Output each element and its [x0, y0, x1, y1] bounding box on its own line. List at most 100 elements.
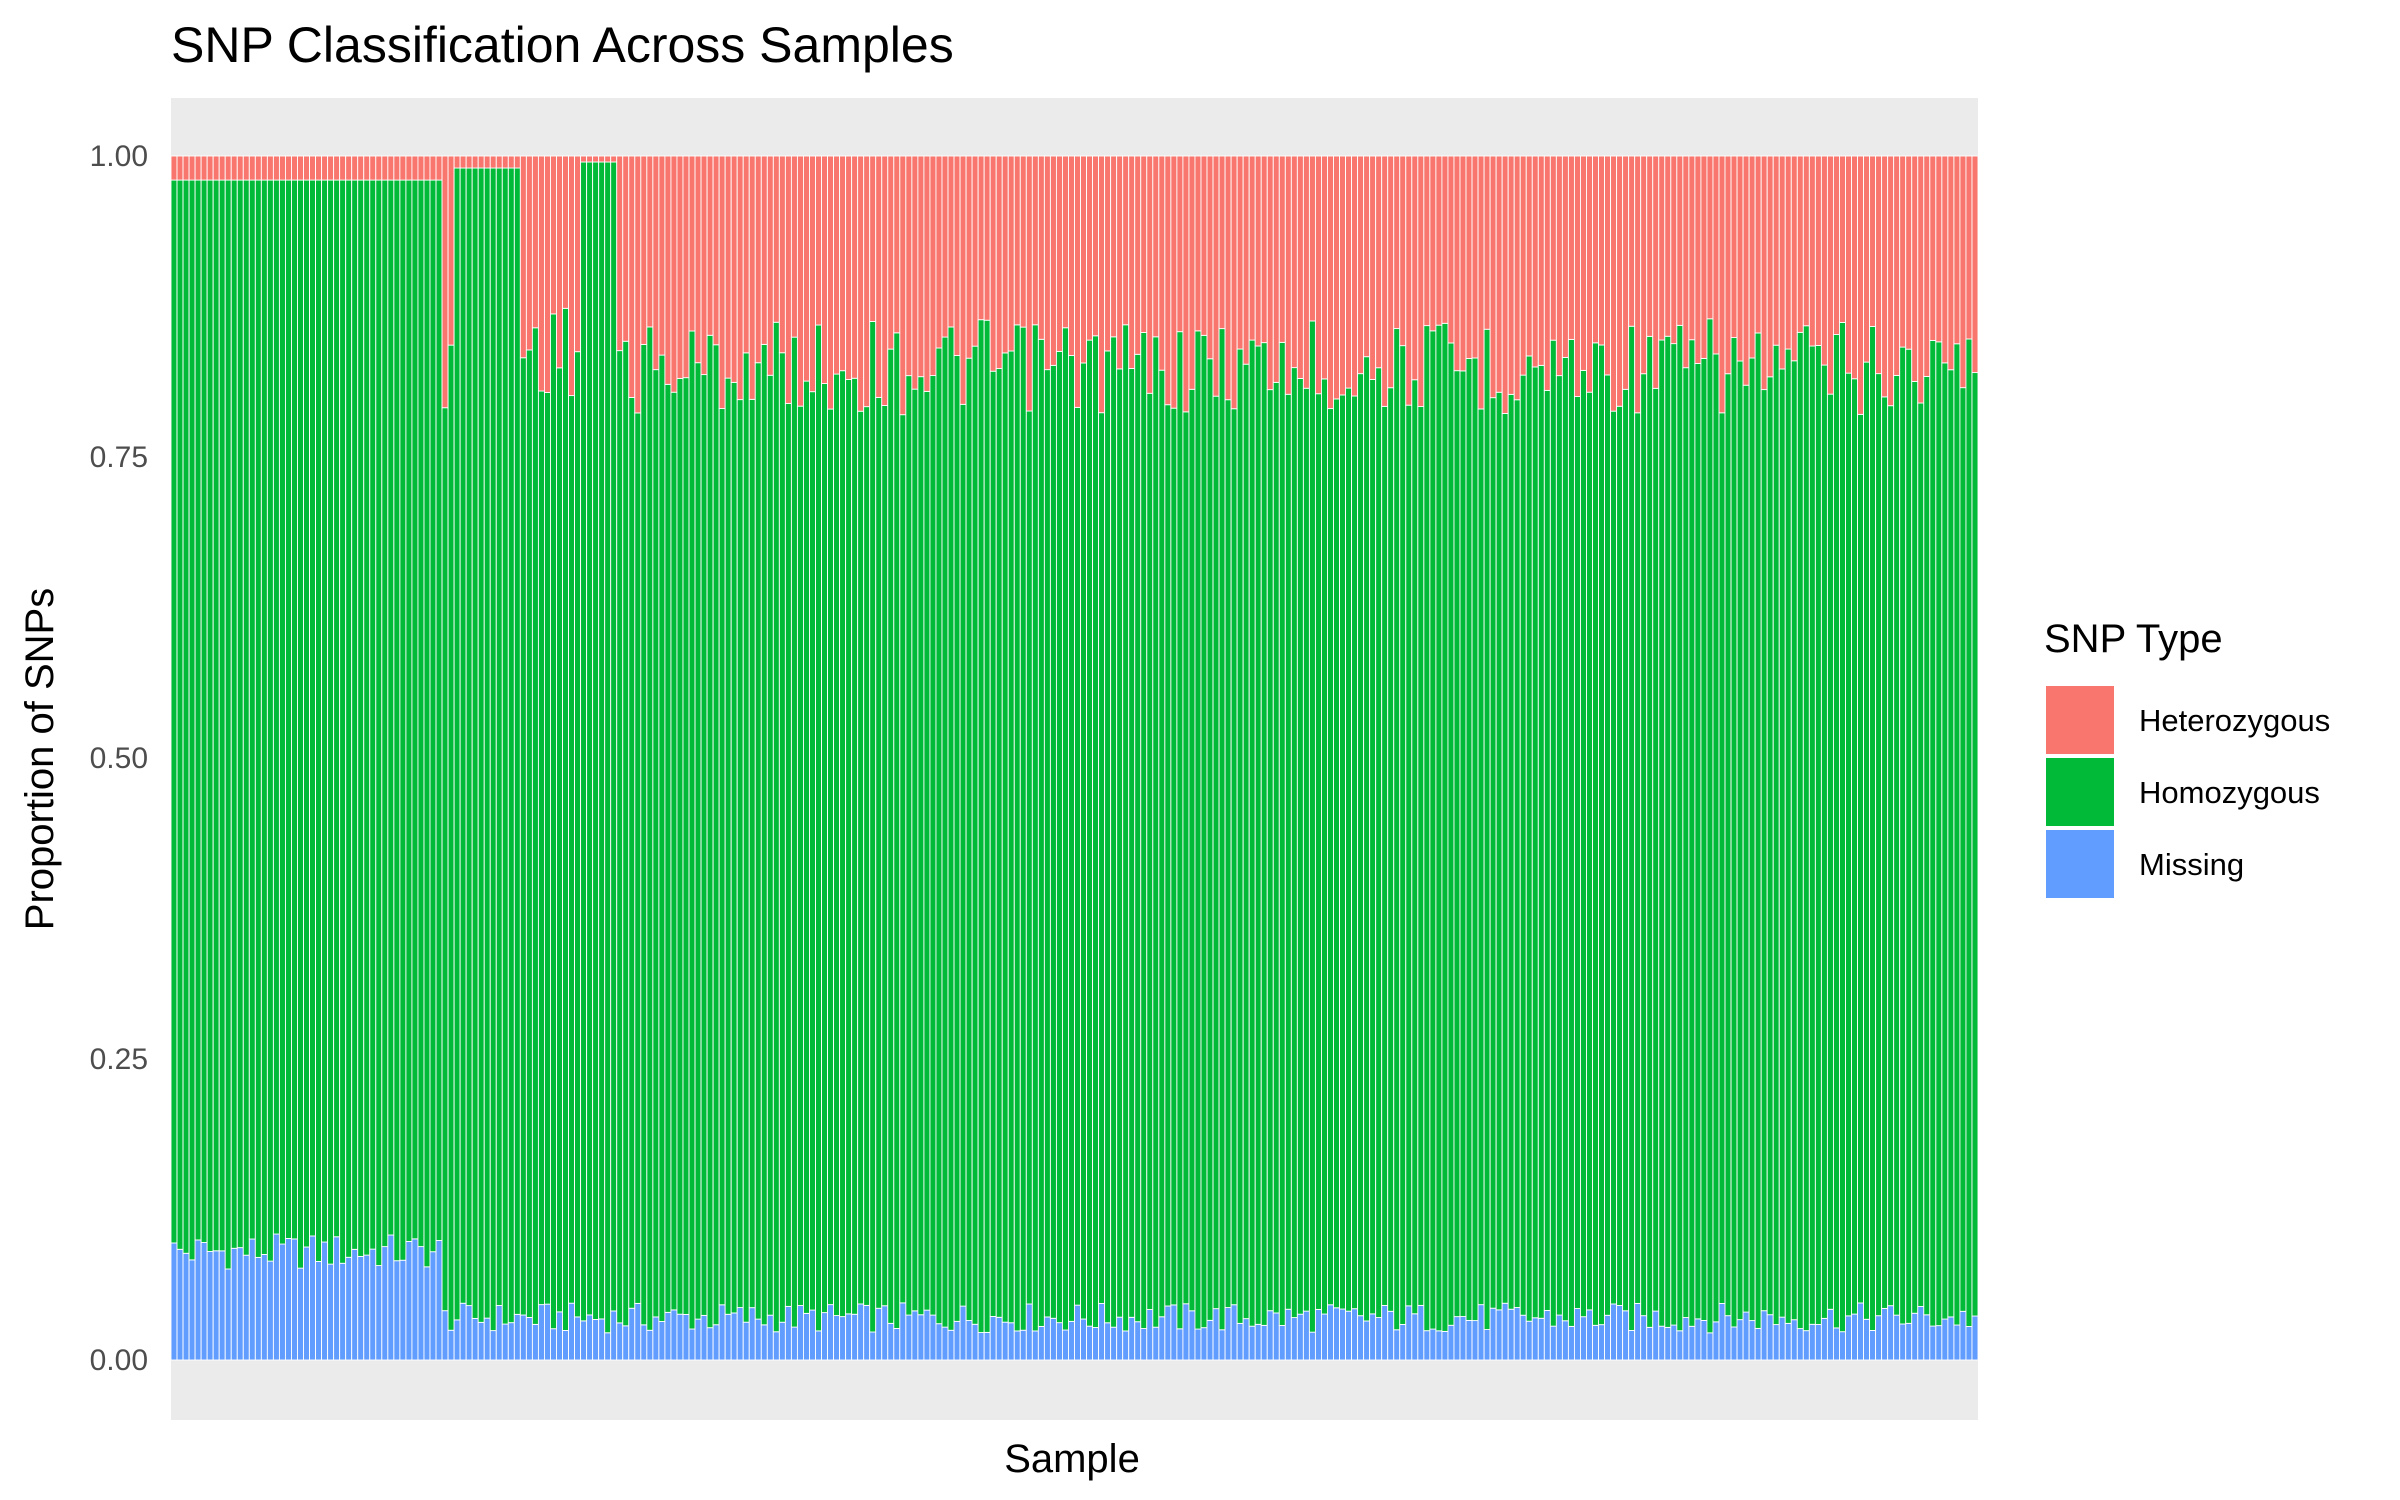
bar-segment-homozygous: [736, 399, 744, 1309]
bar-segment-missing: [971, 1323, 979, 1361]
bar-segment-homozygous: [1248, 339, 1256, 1327]
bar-segment-homozygous: [640, 343, 648, 1326]
bar-segment-homozygous: [1664, 335, 1672, 1328]
bar-segment-homozygous: [381, 179, 389, 1248]
bar-segment-heterozygous: [863, 155, 871, 408]
bar-segment-homozygous: [1604, 374, 1612, 1316]
bar-segment-heterozygous: [1802, 155, 1810, 327]
legend-label-heterozygous: Heterozygous: [2139, 703, 2330, 738]
bar-segment-homozygous: [983, 319, 991, 1333]
bar-segment-missing: [1754, 1327, 1762, 1361]
x-axis-title: Sample: [1004, 1437, 1140, 1481]
bar-segment-homozygous: [501, 167, 509, 1325]
bar-segment-homozygous: [1013, 324, 1021, 1332]
bar-segment-heterozygous: [1007, 155, 1015, 352]
bar-segment-homozygous: [754, 362, 762, 1320]
bar-segment-homozygous: [1832, 334, 1840, 1329]
bar-segment-missing: [1411, 1313, 1419, 1361]
bar-segment-heterozygous: [1194, 155, 1202, 332]
bar-segment-heterozygous: [1152, 155, 1160, 338]
bar-segment-homozygous: [1531, 366, 1539, 1319]
legend-swatch-homozygous: [2046, 758, 2114, 826]
bar-segment-homozygous: [875, 396, 883, 1309]
bar-segment-heterozygous: [1495, 155, 1503, 393]
bar-segment-missing: [1483, 1329, 1491, 1361]
bar-segment-heterozygous: [1019, 155, 1027, 328]
bar-segment-heterozygous: [1501, 155, 1509, 414]
bar-segment-homozygous: [1778, 368, 1786, 1318]
bar-segment-heterozygous: [1869, 155, 1877, 327]
bar-segment-homozygous: [260, 179, 268, 1255]
bar-segment-heterozygous: [405, 155, 413, 181]
bar-segment-heterozygous: [1411, 155, 1419, 381]
bar-segment-missing: [387, 1234, 395, 1361]
bar-segment-missing: [658, 1321, 666, 1361]
bar-segment-homozygous: [658, 354, 666, 1322]
bar-segment-missing: [760, 1324, 768, 1361]
bar-segment-heterozygous: [1345, 155, 1353, 389]
bar-segment-heterozygous: [1839, 155, 1846, 323]
bar-segment-missing: [562, 1329, 569, 1361]
bar-segment-heterozygous: [519, 155, 527, 359]
bar-segment-heterozygous: [580, 155, 588, 163]
bar-segment-heterozygous: [953, 155, 961, 356]
bar-segment-heterozygous: [1308, 155, 1316, 322]
bar-segment-heterozygous: [1302, 155, 1310, 389]
bar-segment-heterozygous: [1399, 155, 1407, 347]
bar-segment-heterozygous: [1164, 155, 1172, 406]
bar-segment-homozygous: [321, 179, 329, 1243]
bar-segment-homozygous: [1555, 375, 1563, 1316]
bar-segment-missing: [821, 1312, 828, 1361]
bar-segment-homozygous: [1007, 350, 1015, 1324]
bar-segment-missing: [887, 1322, 895, 1361]
bar-segment-missing: [1128, 1316, 1136, 1361]
bar-segment-homozygous: [489, 167, 497, 1332]
bar-segment-homozygous: [1634, 412, 1642, 1304]
bar-segment-homozygous: [1302, 387, 1310, 1312]
bar-segment-heterozygous: [1068, 155, 1075, 356]
bar-segment-missing: [1495, 1309, 1503, 1361]
bar-segment-missing: [724, 1313, 732, 1361]
bar-segment-homozygous: [1429, 330, 1437, 1330]
bar-segment-heterozygous: [387, 155, 395, 181]
bar-segment-heterozygous: [947, 155, 955, 328]
bar-segment-missing: [1784, 1322, 1792, 1361]
bar-segment-heterozygous: [815, 155, 822, 326]
bar-segment-homozygous: [971, 345, 979, 1325]
bar-segment-missing: [1025, 1303, 1033, 1361]
bar-segment-homozygous: [1941, 362, 1949, 1320]
bar-segment-missing: [947, 1329, 955, 1361]
bar-segment-missing: [1272, 1312, 1280, 1361]
bar-segment-homozygous: [375, 179, 383, 1267]
bar-segment-homozygous: [1164, 404, 1172, 1307]
bar-segment-missing: [778, 1321, 786, 1361]
bar-segment-homozygous: [182, 179, 190, 1254]
bar-segment-missing: [1646, 1326, 1654, 1361]
bar-segment-heterozygous: [640, 155, 648, 345]
bar-segment-homozygous: [1712, 353, 1720, 1323]
bar-segment-missing: [718, 1304, 726, 1361]
bar-segment-missing: [278, 1243, 286, 1361]
bar-segment-missing: [1965, 1326, 1973, 1361]
bar-segment-missing: [266, 1260, 274, 1361]
bar-segment-missing: [1580, 1316, 1587, 1361]
bar-segment-heterozygous: [339, 155, 347, 181]
bar-segment-missing: [544, 1303, 551, 1361]
bar-segment-missing: [1375, 1317, 1383, 1361]
bar-segment-heterozygous: [525, 155, 533, 351]
bar-segment-homozygous: [790, 336, 798, 1328]
bar-segment-homozygous: [230, 179, 238, 1249]
bar-segment-heterozygous: [1146, 155, 1154, 394]
bar-segment-heterozygous: [598, 155, 606, 163]
bar-segment-missing: [1260, 1324, 1268, 1361]
bar-segment-heterozygous: [893, 155, 901, 334]
bar-segment-heterozygous: [694, 155, 702, 364]
bar-segment-heterozygous: [1104, 155, 1112, 352]
bar-segment-homozygous: [1333, 398, 1340, 1309]
bar-segment-heterozygous: [1549, 155, 1557, 341]
bar-segment-heterozygous: [1507, 155, 1515, 395]
bar-segment-heterozygous: [821, 155, 828, 385]
bar-segment-homozygous: [1580, 369, 1587, 1318]
bar-segment-heterozygous: [1260, 155, 1268, 344]
bar-segment-missing: [1405, 1305, 1413, 1361]
